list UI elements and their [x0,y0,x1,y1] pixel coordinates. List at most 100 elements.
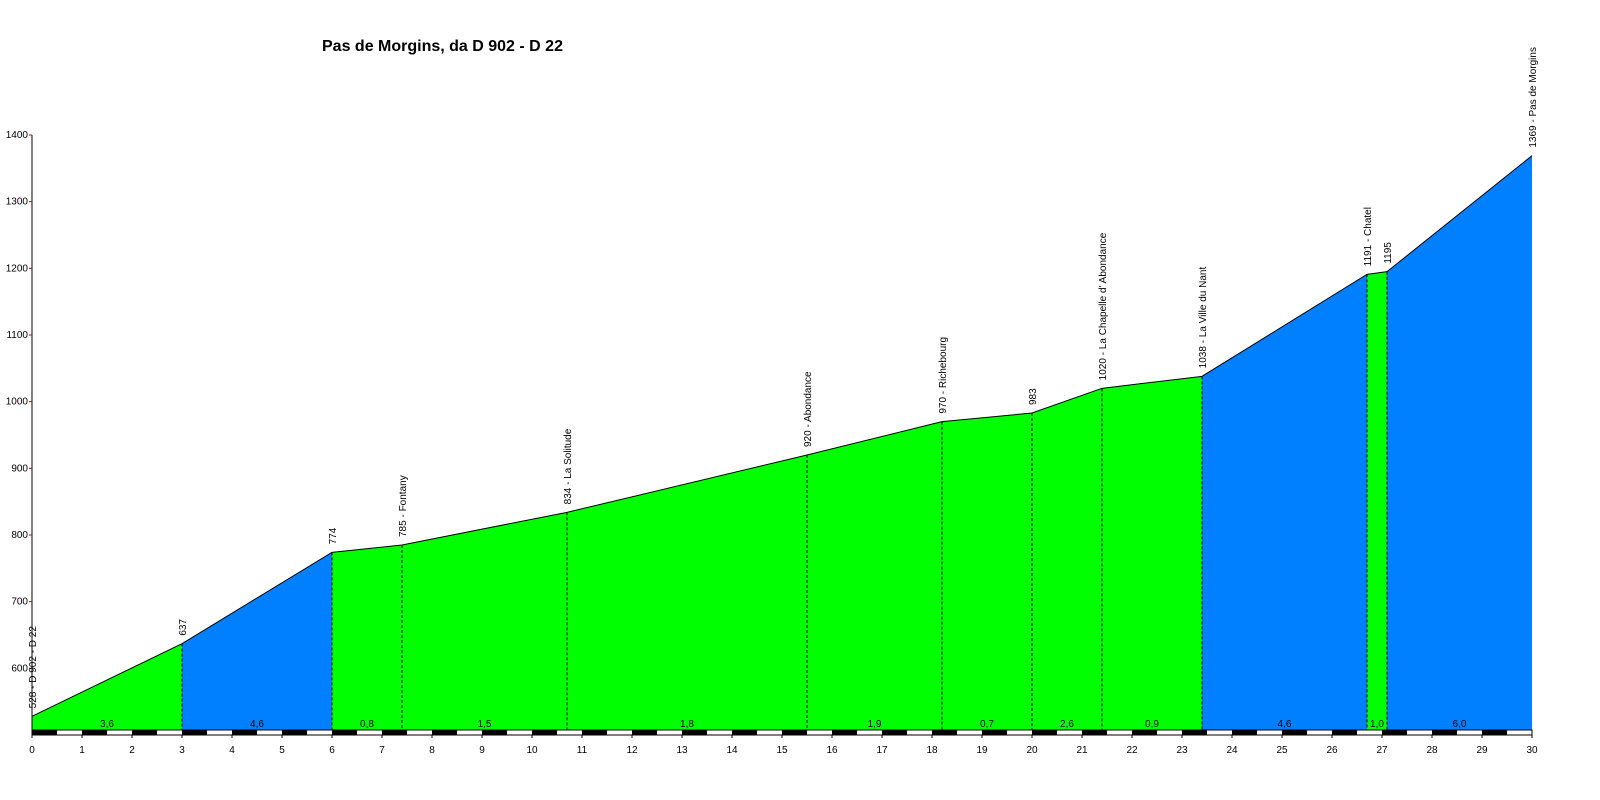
x-tick-label-18: 18 [926,745,938,756]
scale-block-52 [1332,730,1357,735]
scale-block-53 [1357,730,1382,735]
x-tick-label-3: 3 [179,745,185,756]
x-tick-label-11: 11 [577,745,588,756]
scale-block-47 [1207,730,1232,735]
scale-block-5 [157,730,182,735]
y-tick-label-700: 700 [11,597,28,608]
segment-area-8 [1032,388,1102,735]
x-tick-label-13: 13 [676,745,688,756]
scale-block-43 [1107,730,1132,735]
scale-block-29 [757,730,782,735]
scale-block-49 [1257,730,1282,735]
scale-block-4 [132,730,157,735]
scale-block-25 [657,730,682,735]
scale-block-26 [682,730,707,735]
scale-block-24 [632,730,657,735]
scale-block-3 [107,730,132,735]
gradient-label-9: 0,9 [1145,719,1159,730]
scale-block-20 [532,730,557,735]
x-tick-label-6: 6 [329,745,335,756]
gradient-label-12: 6,0 [1453,719,1467,730]
x-tick-label-30: 30 [1526,745,1538,756]
scale-block-10 [282,730,307,735]
scale-block-35 [907,730,932,735]
x-tick-label-26: 26 [1326,745,1338,756]
x-tick-label-2: 2 [129,745,135,756]
scale-block-59 [1507,730,1532,735]
gradient-label-5: 1,8 [680,719,694,730]
gradient-label-3: 0,8 [360,719,374,730]
scale-block-55 [1407,730,1432,735]
scale-block-32 [832,730,857,735]
scale-block-2 [82,730,107,735]
scale-block-31 [807,730,832,735]
scale-block-8 [232,730,257,735]
y-tick-label-1200: 1200 [6,263,29,274]
scale-block-18 [482,730,507,735]
point-label-10: 1038 - La Ville du Nant [1198,267,1209,369]
gradient-label-1: 3,6 [100,719,114,730]
y-tick-label-900: 900 [11,463,28,474]
scale-block-44 [1132,730,1157,735]
scale-block-42 [1082,730,1107,735]
point-label-11: 1191 - Chatel [1363,207,1374,266]
x-tick-label-7: 7 [379,745,385,756]
scale-block-56 [1432,730,1457,735]
scale-block-23 [607,730,632,735]
x-tick-label-24: 24 [1226,745,1238,756]
scale-block-57 [1457,730,1482,735]
y-tick-label-1100: 1100 [6,330,28,341]
segment-area-7 [942,413,1032,735]
x-tick-label-4: 4 [229,745,235,756]
gradient-label-6: 1,9 [868,719,882,730]
point-label-5: 834 - La Solitude [563,428,574,504]
point-label-8: 983 [1028,388,1039,405]
scale-block-54 [1382,730,1407,735]
scale-block-34 [882,730,907,735]
segment-area-5 [567,455,807,735]
y-tick-label-1300: 1300 [6,197,29,208]
scale-block-16 [432,730,457,735]
profile-outline [31,155,1533,717]
x-tick-label-5: 5 [279,745,285,756]
x-tick-label-12: 12 [626,745,638,756]
point-labels: 528 - D 902 - D 22 637 774 785 - Fontany 834… [28,47,1539,708]
point-label-13: 1369 - Pas de Morgins [1528,47,1539,148]
point-label-6: 920 - Abondance [803,371,814,447]
x-tick-label-15: 15 [776,745,788,756]
segment-dividers [181,271,1388,735]
x-tick-label-21: 21 [1076,745,1088,756]
scale-block-50 [1282,730,1307,735]
scale-block-9 [257,730,282,735]
x-tick-label-22: 22 [1126,745,1138,756]
point-label-3: 774 [328,527,339,544]
profile-line [31,155,1533,717]
y-tick-label-800: 800 [11,530,28,541]
scale-block-58 [1482,730,1507,735]
scale-block-13 [357,730,382,735]
x-tick-label-25: 25 [1276,745,1288,756]
scale-block-37 [957,730,982,735]
point-label-2: 637 [178,619,189,636]
scale-block-0 [32,730,57,735]
segment-area-3 [332,545,402,735]
point-label-4: 785 - Fontany [398,475,409,537]
scale-bar-outline [31,729,1533,736]
scale-block-46 [1182,730,1207,735]
x-tick-label-1: 1 [79,745,85,756]
x-tick-label-8: 8 [429,745,435,756]
gradient-label-10: 4,6 [1278,719,1292,730]
scale-block-15 [407,730,432,735]
x-tick-label-20: 20 [1026,745,1038,756]
point-label-9: 1020 - La Chapelle d' Abondance [1098,232,1109,380]
scale-block-41 [1057,730,1082,735]
x-tick-label-9: 9 [479,745,485,756]
segment-area-1 [32,643,182,735]
scale-block-11 [307,730,332,735]
scale-block-7 [207,730,232,735]
scale-block-28 [732,730,757,735]
y-tick-label-600: 600 [11,663,28,674]
x-tick-label-23: 23 [1176,745,1188,756]
